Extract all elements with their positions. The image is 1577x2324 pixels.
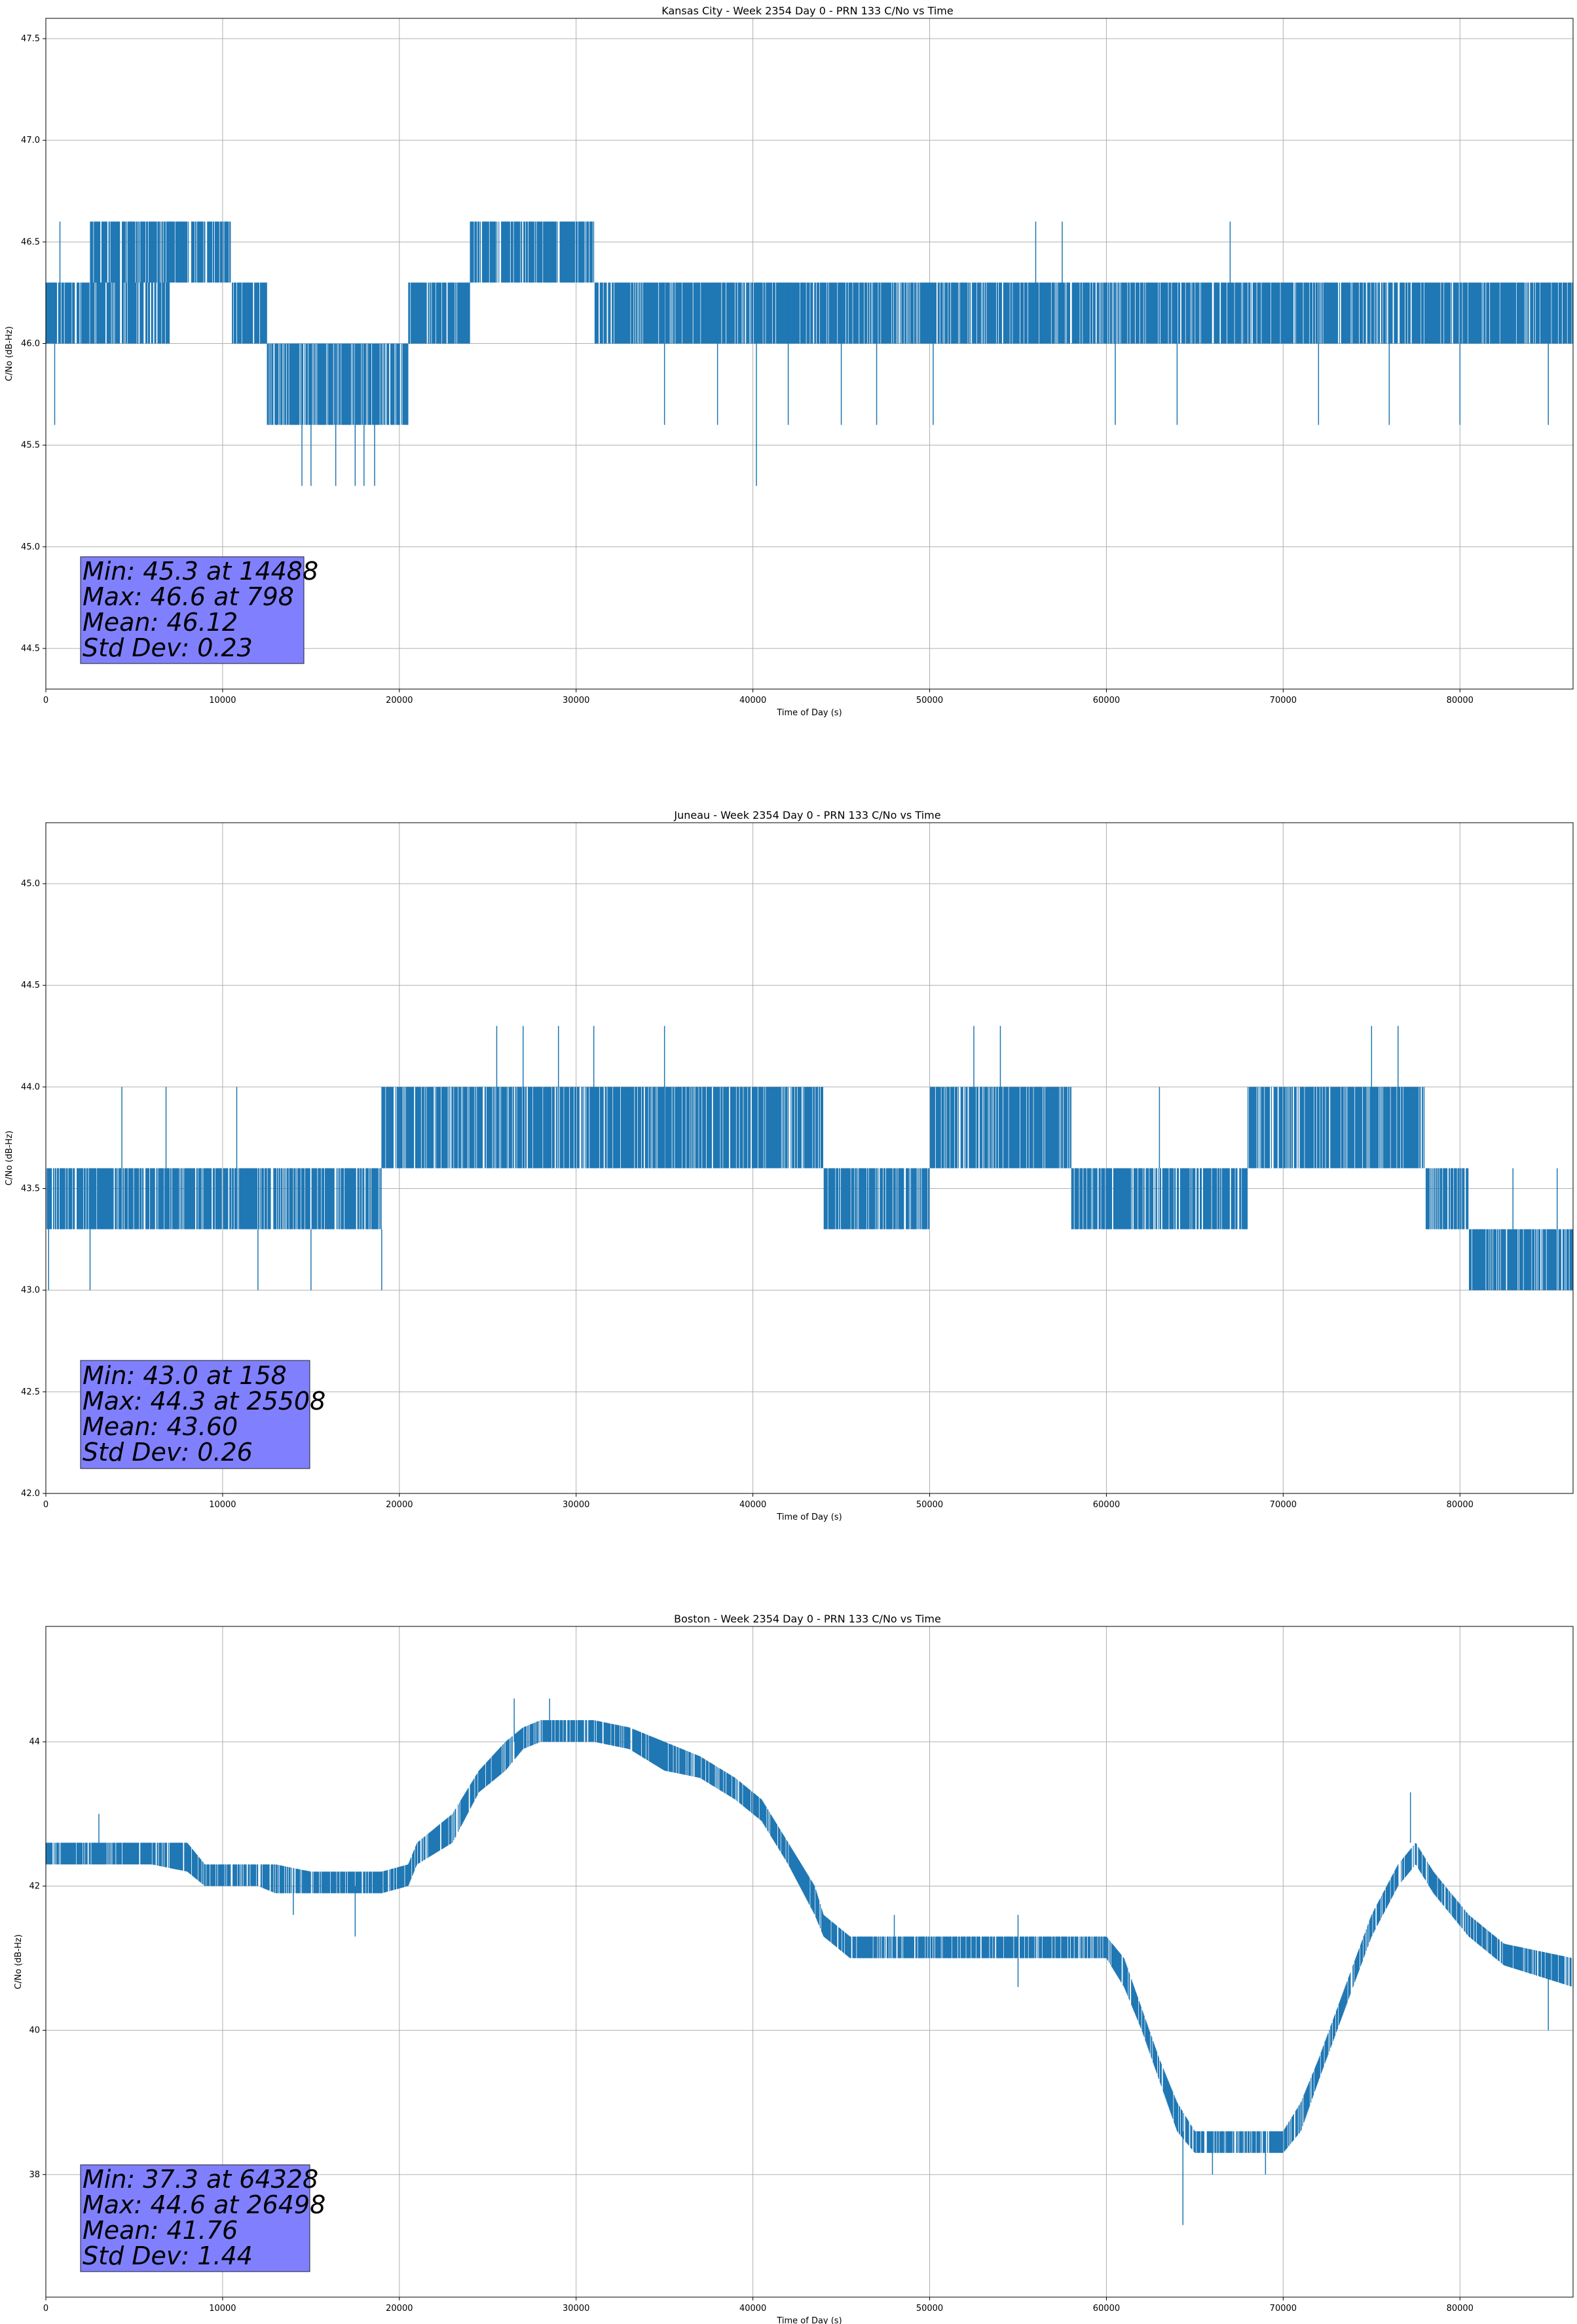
x-tick-label: 30000 [563, 696, 589, 705]
stats-box-background [80, 556, 305, 664]
stats-box-background [80, 2164, 310, 2272]
x-tick-label: 0 [43, 1500, 48, 1510]
x-tick-label: 50000 [916, 2304, 943, 2314]
stats-mean: Mean: 41.76 [83, 2216, 238, 2245]
x-axis-label: Time of Day (s) [776, 708, 842, 718]
x-axis-label: Time of Day (s) [776, 2316, 842, 2324]
stats-box: Min: 45.3 at 14488 Max: 46.6 at 798 Mean… [80, 556, 318, 664]
x-tick-label: 40000 [739, 2304, 766, 2314]
x-tick-label: 60000 [1093, 2304, 1120, 2314]
x-tick-label: 10000 [209, 1500, 236, 1510]
y-axis-label: C/No (dB-Hz) [14, 1934, 24, 1989]
x-tick-label: 50000 [916, 1500, 943, 1510]
y-tick-label: 43.5 [21, 1184, 40, 1194]
stats-box: Min: 37.3 at 64328 Max: 44.6 at 26498 Me… [80, 2164, 325, 2272]
x-tick-label: 50000 [916, 696, 943, 705]
y-tick-label: 45.0 [21, 879, 40, 889]
stats-std-dev: Std Dev: 1.44 [83, 2241, 253, 2270]
x-axis-ticks: 0 10000 20000 30000 40000 50000 60000 70000 8000… [43, 2297, 1474, 2314]
x-tick-label: 70000 [1270, 2304, 1297, 2314]
stats-max: Max: 44.3 at 25508 [83, 1387, 325, 1415]
y-tick-label: 42.5 [21, 1387, 40, 1397]
stats-min: Min: 45.3 at 14488 [83, 557, 318, 586]
y-tick-label: 42.0 [21, 1489, 40, 1499]
stats-std-dev: Std Dev: 0.26 [83, 1438, 253, 1467]
x-tick-label: 10000 [209, 2304, 236, 2314]
y-tick-label: 44 [29, 1737, 40, 1747]
chart-title: Juneau - Week 2354 Day 0 - PRN 133 C/No … [673, 809, 940, 821]
stats-min: Min: 37.3 at 64328 [83, 2165, 318, 2194]
x-tick-label: 10000 [209, 696, 236, 705]
y-tick-label: 38 [29, 2170, 40, 2180]
x-tick-label: 0 [43, 2304, 48, 2314]
stats-min: Min: 43.0 at 158 [83, 1361, 287, 1390]
y-axis-label: C/No (dB-Hz) [5, 1131, 14, 1186]
y-tick-label: 46.5 [21, 237, 40, 247]
x-tick-label: 60000 [1093, 696, 1120, 705]
x-tick-label: 80000 [1447, 1500, 1474, 1510]
x-tick-label: 30000 [563, 1500, 589, 1510]
y-tick-label: 46.0 [21, 339, 40, 348]
chart-juneau: Juneau - Week 2354 Day 0 - PRN 133 C/No … [5, 809, 1574, 1522]
stats-box-background [80, 1360, 310, 1469]
x-tick-label: 20000 [386, 1500, 413, 1510]
cno-series [45, 1026, 1573, 1290]
chart-kansas-city: Kansas City - Week 2354 Day 0 - PRN 133 … [5, 5, 1574, 718]
stats-max: Max: 46.6 at 798 [83, 582, 294, 611]
y-tick-label: 44.5 [21, 981, 40, 990]
x-tick-label: 70000 [1270, 1500, 1297, 1510]
y-tick-label: 45.5 [21, 441, 40, 451]
y-axis-ticks: 38 40 42 44 [29, 1737, 46, 2180]
y-axis-ticks: 42.0 42.5 43.0 43.5 44.0 44.5 45.0 [21, 879, 46, 1499]
plot-area [45, 18, 1574, 690]
y-tick-label: 42 [29, 1881, 40, 1891]
x-axis-ticks: 0 10000 20000 30000 40000 50000 60000 70000 8000… [43, 689, 1474, 705]
stats-max: Max: 44.6 at 26498 [83, 2190, 325, 2219]
x-tick-label: 0 [43, 696, 48, 705]
chart-boston: Boston - Week 2354 Day 0 - PRN 133 C/No … [14, 1613, 1574, 2324]
stats-mean: Mean: 46.12 [83, 608, 238, 637]
stats-std-dev: Std Dev: 0.23 [83, 633, 253, 662]
y-tick-label: 47.0 [21, 136, 40, 145]
y-tick-label: 47.5 [21, 34, 40, 44]
y-tick-label: 45.0 [21, 542, 40, 552]
y-tick-label: 44.5 [21, 644, 40, 654]
chart-title: Kansas City - Week 2354 Day 0 - PRN 133 … [661, 5, 953, 17]
x-tick-label: 60000 [1093, 1500, 1120, 1510]
x-axis-ticks: 0 10000 20000 30000 40000 50000 60000 70000 8000… [43, 1493, 1474, 1510]
x-tick-label: 20000 [386, 696, 413, 705]
cno-series [45, 221, 1573, 486]
y-axis-ticks: 44.5 45.0 45.5 46.0 46.5 47.0 47.5 [21, 34, 46, 654]
y-tick-label: 43.0 [21, 1286, 40, 1296]
chart-title: Boston - Week 2354 Day 0 - PRN 133 C/No … [674, 1613, 941, 1625]
plot-area [45, 1626, 1574, 2298]
x-tick-label: 40000 [739, 1500, 766, 1510]
y-tick-label: 40 [29, 2026, 40, 2036]
stats-box: Min: 43.0 at 158 Max: 44.3 at 25508 Mean… [80, 1360, 325, 1469]
x-tick-label: 20000 [386, 2304, 413, 2314]
x-tick-label: 80000 [1447, 696, 1474, 705]
stats-mean: Mean: 43.60 [83, 1412, 238, 1441]
x-tick-label: 40000 [739, 696, 766, 705]
x-tick-label: 70000 [1270, 696, 1297, 705]
x-axis-label: Time of Day (s) [776, 1512, 842, 1522]
plot-area [45, 822, 1574, 1494]
y-axis-label: C/No (dB-Hz) [5, 326, 14, 381]
y-tick-label: 44.0 [21, 1082, 40, 1092]
x-tick-label: 80000 [1447, 2304, 1474, 2314]
x-tick-label: 30000 [563, 2304, 589, 2314]
